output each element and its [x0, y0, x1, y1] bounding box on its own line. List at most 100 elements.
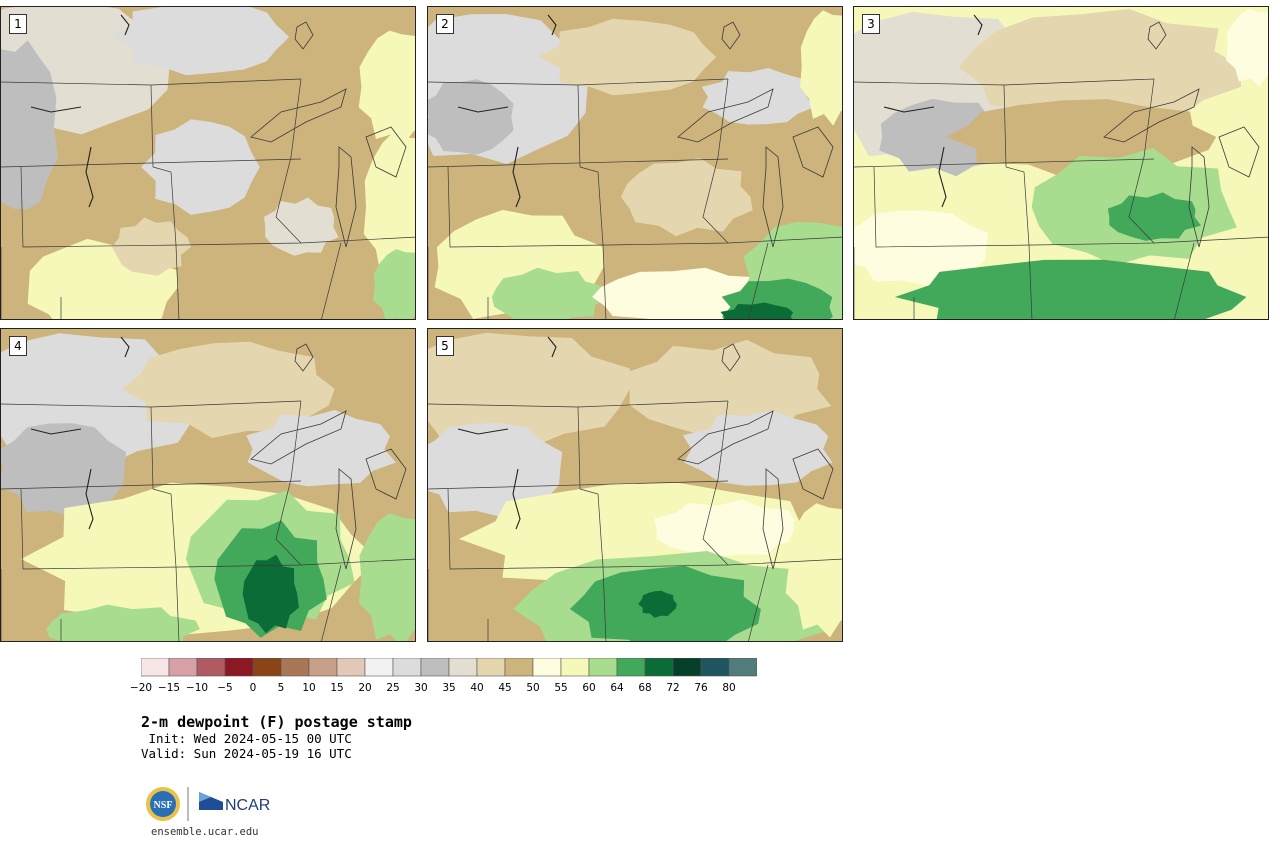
lake-outline	[721, 343, 741, 372]
field	[720, 302, 794, 319]
stamp-panel-1: 1	[0, 6, 416, 320]
river-line	[938, 146, 947, 208]
figure-title: 2-m dewpoint (F) postage stamp	[141, 713, 412, 731]
boundaries-5	[428, 336, 842, 641]
map-2	[428, 7, 842, 319]
colorbar-swatch-0	[141, 658, 170, 677]
field	[363, 131, 415, 286]
field	[122, 341, 335, 438]
colorbar-tick-1: −15	[157, 682, 181, 694]
field	[682, 410, 833, 486]
boundaries-2	[428, 14, 842, 319]
colorbar-swatch-3	[224, 658, 254, 677]
state-line	[20, 488, 182, 570]
field	[800, 10, 842, 126]
river-line	[30, 428, 82, 435]
colorbar-tick-21: 80	[722, 682, 736, 694]
colorbar-swatch-2	[196, 658, 226, 677]
state-line	[854, 158, 1155, 168]
colorbar-swatch-18	[644, 658, 674, 677]
panel-number-4: 4	[9, 336, 27, 356]
colorbar-swatch-21	[728, 658, 757, 677]
state-line	[321, 564, 342, 641]
colorbar-swatch-8	[364, 658, 394, 677]
river-line	[85, 146, 94, 208]
field	[428, 79, 514, 155]
field	[1, 423, 126, 518]
colorbar-swatch-10	[420, 658, 450, 677]
colorbar-swatch-19	[672, 658, 702, 677]
river-line	[457, 428, 509, 435]
map-4	[1, 329, 415, 641]
state-line	[577, 84, 581, 168]
lake-outline	[250, 88, 347, 143]
field	[428, 332, 630, 448]
state-line	[748, 564, 769, 641]
field	[111, 7, 290, 76]
state-line	[579, 166, 604, 246]
colorbar-tick-17: 64	[610, 682, 624, 694]
colorbar-tick-0: −20	[129, 682, 153, 694]
state-line	[428, 480, 729, 490]
river-line	[457, 106, 509, 113]
state-line	[152, 488, 177, 568]
colorbar-tick-7: 15	[330, 682, 344, 694]
field	[1107, 192, 1201, 241]
colorbar-swatch-4	[252, 658, 282, 677]
colorbar-swatch-14	[532, 658, 562, 677]
field	[242, 554, 299, 634]
colorbar-tick-19: 72	[666, 682, 680, 694]
lake-outline	[677, 88, 774, 143]
field	[1226, 9, 1268, 87]
state-line	[602, 244, 607, 319]
colorbar-tick-2: −10	[185, 682, 209, 694]
state-line	[913, 297, 915, 319]
field	[46, 604, 200, 641]
state-line	[321, 242, 342, 319]
state-line	[702, 400, 729, 566]
state-line	[1028, 244, 1033, 319]
state-line	[447, 166, 609, 248]
map-3	[854, 7, 1268, 319]
state-line	[175, 566, 180, 641]
river-line	[120, 14, 130, 36]
state-line	[702, 78, 729, 244]
panel-number-1: 1	[9, 14, 27, 34]
state-line	[152, 166, 177, 246]
field	[654, 499, 804, 558]
state-line	[1174, 242, 1195, 319]
state-line	[487, 619, 489, 641]
river-line	[883, 106, 935, 113]
panel-number-3: 3	[862, 14, 880, 34]
lake-outline	[792, 126, 834, 178]
field	[373, 249, 415, 319]
stamp-panel-2: 2	[427, 6, 843, 320]
field	[112, 217, 191, 276]
state-line	[60, 619, 62, 641]
boundaries-3	[854, 14, 1268, 319]
lake-outline	[762, 146, 784, 248]
lake-outline	[335, 146, 357, 248]
state-line	[447, 488, 609, 570]
colorbar-swatch-11	[448, 658, 478, 677]
state-line	[428, 158, 729, 168]
river-line	[120, 336, 130, 358]
website-label: ensemble.ucar.edu	[151, 826, 259, 838]
colorbar-swatch-17	[616, 658, 646, 677]
field	[264, 197, 339, 256]
river-line	[85, 468, 94, 530]
lake-outline	[365, 448, 407, 500]
stamp-panel-3: 3	[853, 6, 1269, 320]
state-line	[60, 297, 62, 319]
panel-number-2: 2	[436, 14, 454, 34]
state-line	[1005, 166, 1030, 246]
river-line	[547, 336, 557, 358]
colorbar-swatch-12	[476, 658, 506, 677]
field	[854, 210, 989, 286]
colorbar-tick-18: 68	[638, 682, 652, 694]
colorbar-swatch-1	[168, 658, 198, 677]
colorbar-tick-3: −5	[217, 682, 233, 694]
colorbar-tick-5: 5	[277, 682, 285, 694]
stamp-panel-4: 4	[0, 328, 416, 642]
lake-outline	[365, 126, 407, 178]
